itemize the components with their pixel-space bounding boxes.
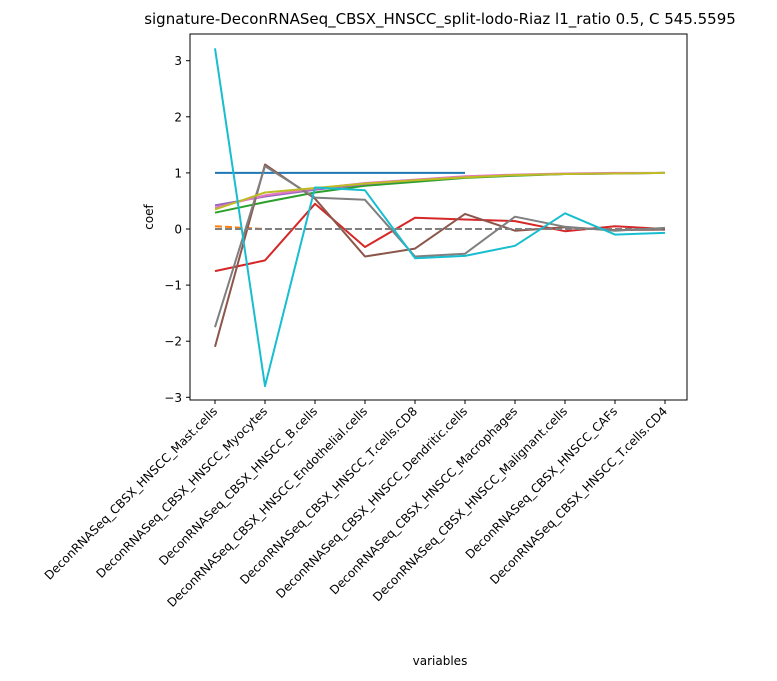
y-tick-label: 1 xyxy=(174,166,182,180)
y-tick-label: 0 xyxy=(174,223,182,237)
x-tick-label: DeconRNASeq_CBSX_HNSCC_Malignant.cells xyxy=(370,404,570,604)
series-line xyxy=(214,165,666,328)
x-tick-label: DeconRNASeq_CBSX_HNSCC_Myocytes xyxy=(94,404,271,581)
series-line xyxy=(214,202,666,273)
x-tick-label: DeconRNASeq_CBSX_HNSCC_T.cells.CD8 xyxy=(237,404,420,587)
y-tick-label: 2 xyxy=(174,110,182,124)
x-tick-label: DeconRNASeq_CBSX_HNSCC_Dendritic.cells xyxy=(273,404,470,601)
y-axis: 3 2 1 0 −1 −2 −3 xyxy=(164,54,190,405)
y-tick-label: −2 xyxy=(164,335,182,349)
y-axis-label: coef xyxy=(142,203,156,229)
series-line xyxy=(214,171,666,211)
x-tick-label: DeconRNASeq_CBSX_HNSCC_Mast.cells xyxy=(42,404,220,582)
series-line xyxy=(214,48,666,388)
x-axis: DeconRNASeq_CBSX_HNSCC_Mast.cellsDeconRN… xyxy=(42,400,670,610)
plot-area-frame xyxy=(189,33,688,401)
y-tick-label: −3 xyxy=(164,391,182,405)
x-axis-label: variables xyxy=(413,654,468,668)
y-tick-label: −1 xyxy=(164,279,182,293)
chart-title: signature-DeconRNASeq_CBSX_HNSCC_split-l… xyxy=(144,10,736,29)
series-lines xyxy=(214,48,666,388)
x-tick-label: DeconRNASeq_CBSX_HNSCC_Macrophages xyxy=(327,404,520,597)
y-tick-label: 3 xyxy=(174,54,182,68)
x-tick-label: DeconRNASeq_CBSX_HNSCC_T.cells.CD4 xyxy=(487,404,670,587)
